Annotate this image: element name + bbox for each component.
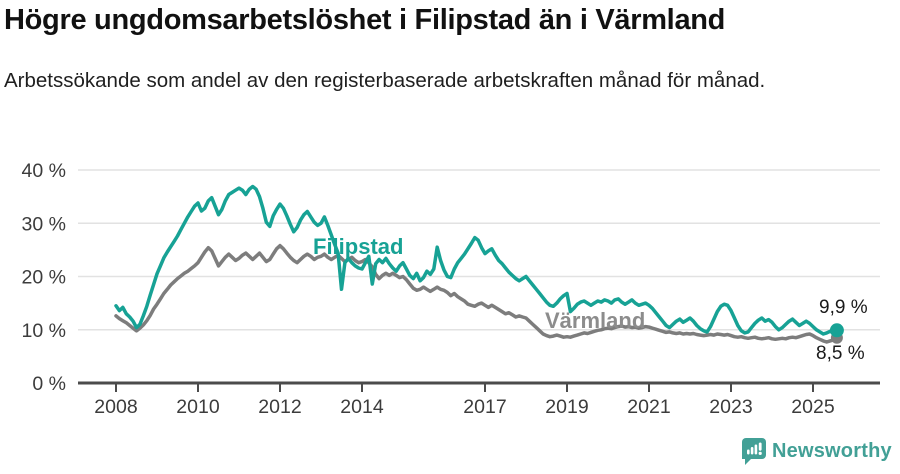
page-title: Högre ungdomsarbetslöshet i Filipstad än… xyxy=(4,4,726,36)
x-tick-label: 2012 xyxy=(258,396,301,418)
chart-subtitle: Arbetssökande som andel av den registerb… xyxy=(4,69,766,92)
y-tick-label: 20 % xyxy=(22,267,66,289)
y-tick-label: 30 % xyxy=(22,213,66,235)
end-value-label-filipstad: 9,9 % xyxy=(819,297,868,318)
series-line-filipstad xyxy=(114,184,839,336)
series-line-varmland xyxy=(114,243,839,344)
end-dot-filipstad xyxy=(829,323,844,338)
end-value-label-varmland: 8,5 % xyxy=(816,343,865,364)
newsworthy-logo-icon xyxy=(742,438,766,465)
x-tick-label: 2017 xyxy=(463,396,506,418)
y-tick-label: 40 % xyxy=(22,160,66,182)
brand-name: Newsworthy xyxy=(772,440,892,462)
series-label-varmland: Värmland xyxy=(545,308,646,333)
x-tick-label: 2023 xyxy=(709,396,752,418)
y-tick-label: 10 % xyxy=(22,320,66,342)
x-tick-label: 2021 xyxy=(627,396,670,418)
x-tick-label: 2019 xyxy=(545,396,588,418)
series-label-filipstad: Filipstad xyxy=(313,234,404,259)
y-tick-label: 0 % xyxy=(32,373,66,395)
brand-footer: Newsworthy xyxy=(742,438,892,465)
x-tick-label: 2008 xyxy=(94,396,137,418)
x-tick-label: 2014 xyxy=(340,396,384,418)
x-tick-label: 2025 xyxy=(791,396,835,418)
x-tick-label: 2010 xyxy=(176,396,220,418)
